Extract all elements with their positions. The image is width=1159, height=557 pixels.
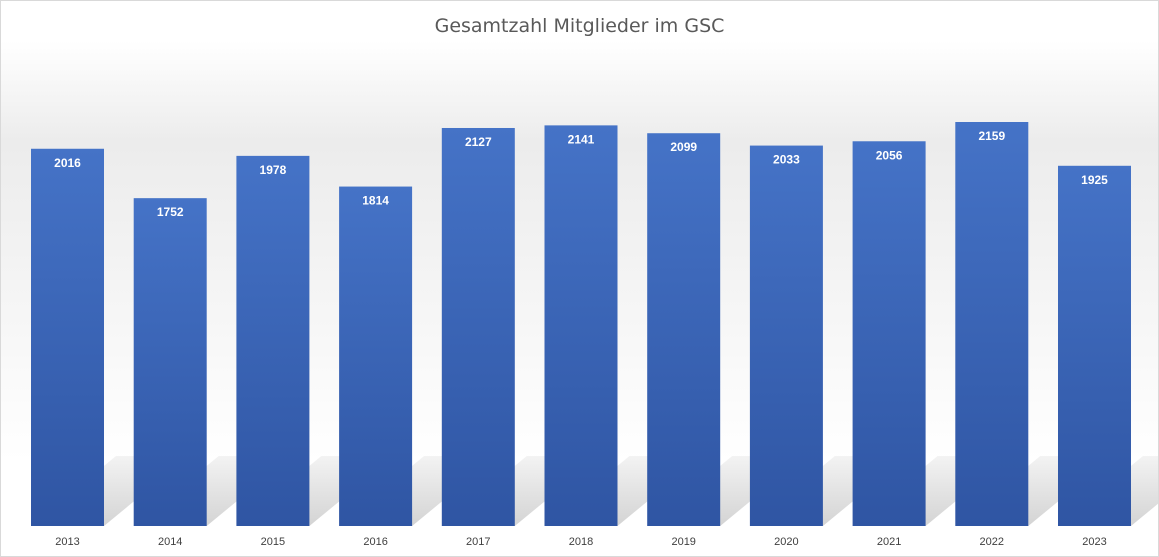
bar-2021 bbox=[852, 141, 926, 526]
data-label-2018: 2141 bbox=[568, 132, 595, 146]
data-label-2016: 1814 bbox=[362, 194, 389, 208]
data-label-2014: 1752 bbox=[157, 205, 184, 219]
data-label-2021: 2056 bbox=[876, 148, 903, 162]
x-tick-label-2017: 2017 bbox=[466, 536, 490, 548]
bar-2019 bbox=[647, 133, 721, 526]
data-label-2022: 2159 bbox=[978, 129, 1005, 143]
data-label-2019: 2099 bbox=[670, 140, 697, 154]
data-label-2013: 2016 bbox=[54, 156, 81, 170]
x-tick-label-2021: 2021 bbox=[877, 536, 901, 548]
bar-2023 bbox=[1058, 165, 1131, 527]
bar-2015 bbox=[236, 155, 310, 526]
x-tick-label-2019: 2019 bbox=[671, 536, 695, 548]
bar-2013 bbox=[31, 148, 104, 527]
bar-2022 bbox=[955, 122, 1029, 526]
bar-2014 bbox=[133, 198, 207, 526]
bar-2018 bbox=[544, 125, 618, 526]
x-tick-label-2020: 2020 bbox=[774, 536, 798, 548]
x-tick-label-2016: 2016 bbox=[363, 536, 387, 548]
chart-title: Gesamtzahl Mitglieder im GSC bbox=[434, 15, 725, 37]
data-label-2023: 1925 bbox=[1081, 173, 1108, 187]
bar-2020 bbox=[749, 145, 823, 526]
data-label-2015: 1978 bbox=[260, 163, 287, 177]
x-tick-label-2014: 2014 bbox=[158, 536, 182, 548]
data-label-2020: 2033 bbox=[773, 153, 800, 167]
x-tick-label-2018: 2018 bbox=[569, 536, 593, 548]
data-label-2017: 2127 bbox=[465, 135, 492, 149]
bar-2017 bbox=[441, 127, 515, 526]
x-tick-label-2015: 2015 bbox=[261, 536, 285, 548]
x-tick-label-2022: 2022 bbox=[980, 536, 1004, 548]
x-tick-label-2023: 2023 bbox=[1082, 536, 1106, 548]
x-tick-label-2013: 2013 bbox=[55, 536, 79, 548]
bar-2016 bbox=[339, 186, 413, 526]
